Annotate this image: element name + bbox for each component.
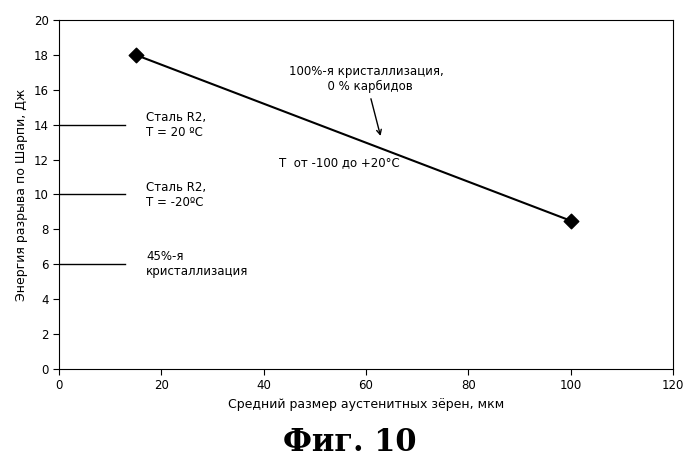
Text: Сталь R2,
T = -20ºC: Сталь R2, T = -20ºC: [146, 181, 206, 208]
X-axis label: Средний размер аустенитных зёрен, мкм: Средний размер аустенитных зёрен, мкм: [228, 398, 504, 411]
Text: T  от -100 до +20°C: T от -100 до +20°C: [279, 156, 400, 169]
Text: Сталь R2,
T = 20 ºC: Сталь R2, T = 20 ºC: [146, 111, 206, 139]
Point: [130, 51, 141, 59]
Text: 100%-я кристаллизация,
  0 % карбидов: 100%-я кристаллизация, 0 % карбидов: [289, 65, 443, 134]
Text: Фиг. 10: Фиг. 10: [283, 427, 416, 458]
Y-axis label: Энергия разрыва по Шарпи, Дж: Энергия разрыва по Шарпи, Дж: [15, 88, 28, 300]
Text: 45%-я
кристаллизация: 45%-я кристаллизация: [146, 250, 248, 278]
Point: [565, 217, 576, 225]
